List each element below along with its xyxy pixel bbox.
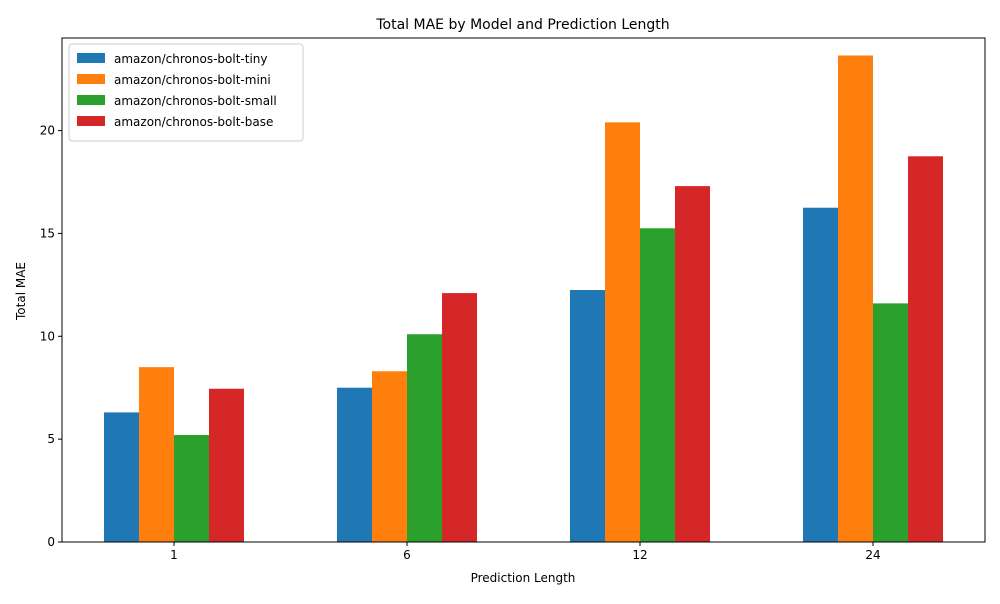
legend-swatch	[77, 116, 105, 126]
chart-title: Total MAE by Model and Prediction Length	[375, 17, 669, 33]
bar-amazon-chronos-bolt-mini-24	[838, 55, 873, 542]
legend-swatch	[77, 53, 105, 63]
bar-amazon-chronos-bolt-small-12	[640, 228, 675, 543]
bar-amazon-chronos-bolt-base-12	[675, 186, 710, 542]
bar-amazon-chronos-bolt-mini-6	[372, 371, 407, 542]
y-axis-label: Total MAE	[14, 262, 28, 321]
x-tick-label: 24	[865, 548, 880, 562]
bar-amazon-chronos-bolt-base-24	[908, 156, 943, 543]
y-tick-label: 5	[47, 432, 55, 446]
bar-amazon-chronos-bolt-tiny-6	[337, 387, 372, 542]
plot-frame	[61, 37, 986, 543]
legend-label: amazon/chronos-bolt-mini	[114, 73, 271, 87]
axes-layer: 1 6 12 24 0 5 10 15 20	[40, 37, 986, 562]
bar-amazon-chronos-bolt-mini-1	[139, 367, 174, 542]
bar-amazon-chronos-bolt-base-1	[209, 388, 244, 542]
legend-label: amazon/chronos-bolt-small	[114, 94, 277, 108]
legend-box	[68, 43, 304, 142]
x-axis-label: Prediction Length	[471, 571, 576, 585]
bars-layer	[104, 55, 943, 543]
legend-label: amazon/chronos-bolt-tiny	[114, 52, 268, 66]
y-tick-label: 20	[40, 124, 55, 138]
legend: amazon/chronos-bolt-tiny amazon/chronos-b…	[68, 43, 304, 142]
bar-amazon-chronos-bolt-mini-12	[605, 122, 640, 542]
bar-amazon-chronos-bolt-base-6	[442, 293, 477, 542]
bar-amazon-chronos-bolt-small-6	[407, 334, 442, 542]
y-tick-label: 15	[40, 226, 55, 240]
y-tick-label: 0	[47, 535, 55, 549]
legend-label: amazon/chronos-bolt-base	[114, 115, 273, 129]
bar-amazon-chronos-bolt-small-1	[174, 435, 209, 542]
x-tick-label: 6	[403, 548, 411, 562]
bar-amazon-chronos-bolt-tiny-24	[803, 207, 838, 542]
legend-swatch	[77, 95, 105, 105]
x-tick-label: 12	[632, 548, 647, 562]
bar-amazon-chronos-bolt-small-24	[873, 303, 908, 542]
bar-amazon-chronos-bolt-tiny-1	[104, 412, 139, 542]
y-tick-label: 10	[40, 329, 55, 343]
legend-swatch	[77, 74, 105, 84]
bar-amazon-chronos-bolt-tiny-12	[570, 290, 605, 542]
x-tick-label: 1	[170, 548, 178, 562]
